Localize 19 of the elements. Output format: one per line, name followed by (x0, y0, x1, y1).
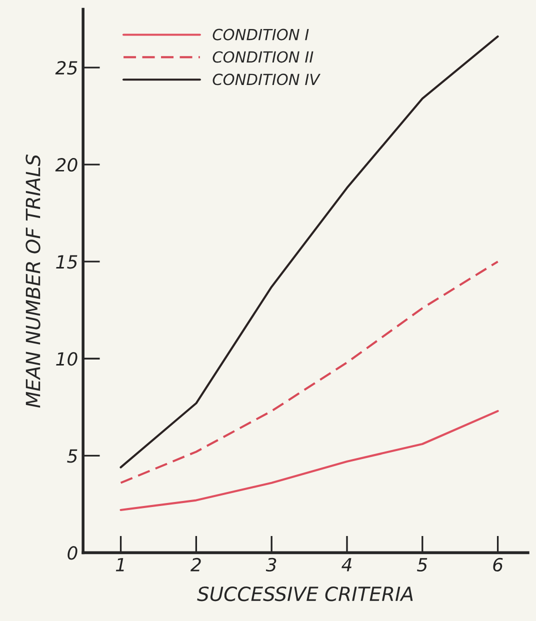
legend-label: CONDITION I (212, 28, 309, 40)
line-series (120, 410, 499, 512)
x-tick-label: 4 (342, 558, 352, 572)
y-tick-label: 15 (56, 255, 78, 269)
x-tick-label: 5 (417, 558, 428, 572)
y-tick-label: 20 (55, 158, 78, 172)
line-series (120, 260, 499, 484)
y-tick-label: 5 (67, 449, 78, 463)
y-tick-label: 10 (56, 352, 78, 366)
x-tick-label: 1 (116, 558, 124, 572)
legend-label: CONDITION IV (212, 74, 321, 86)
x-tick-label: 3 (266, 558, 276, 572)
x-tick-label: 2 (190, 558, 201, 572)
legend-label: CONDITION II (212, 51, 314, 63)
y-tick-label: 25 (55, 60, 78, 75)
y-axis-title: MEAN NUMBER OF TRIALS (26, 154, 40, 408)
x-tick-label: 6 (493, 558, 503, 572)
y-tick-label: 0 (68, 546, 78, 560)
x-axis-title: SUCCESSIVE CRITERIA (197, 586, 413, 602)
